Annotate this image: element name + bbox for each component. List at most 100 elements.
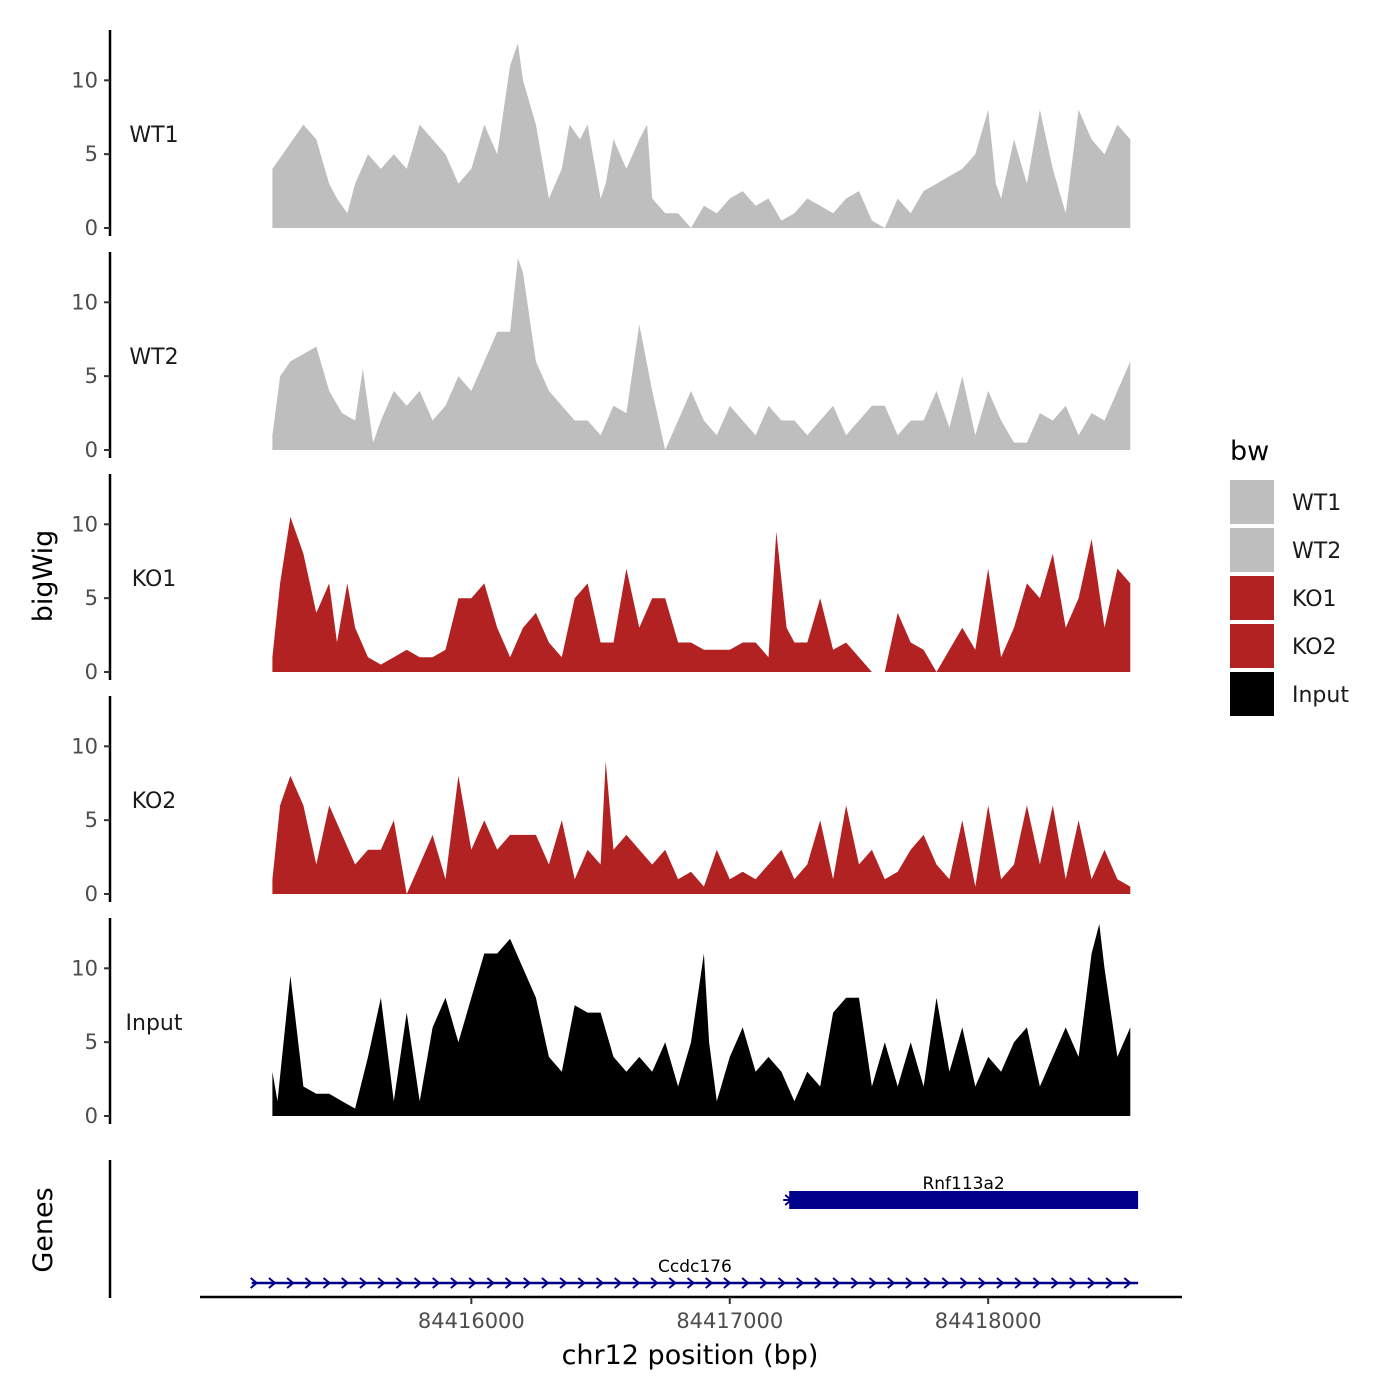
gene-strand-arrow [941,1277,950,1289]
gene-rnf113a2: Rnf113a2 [783,1174,1139,1209]
gene-strand-arrow [322,1277,332,1289]
gene-strand-arrow [814,1277,823,1289]
gene-strand-arrow [432,1277,441,1289]
track-label: KO1 [132,567,177,592]
gene-strand-arrow [577,1277,586,1289]
gene-strand-arrow [777,1277,787,1289]
gene-strand-arrow [632,1277,641,1289]
x-tick-label: 84418000 [935,1309,1042,1333]
gene-strand-arrow [359,1277,368,1289]
legend-title: bw [1230,436,1269,467]
gene-strand-arrow [996,1277,1005,1289]
y-tick-label: 10 [71,512,98,536]
gene-strand-arrow [705,1277,714,1289]
gene-strand-arrow [784,1194,793,1206]
y-tick-label: 5 [85,142,98,166]
gene-strand-arrow [304,1277,313,1289]
y-tick-label: 0 [85,216,98,240]
gene-strand-arrow [250,1277,259,1289]
gene-strand-arrow [559,1277,568,1289]
genes-layer: Rnf113a2 Ccdc176 [108,1160,1139,1298]
gene-strand-arrow [377,1277,386,1289]
gene-strand-arrow [614,1277,623,1289]
y-tick-label: 0 [85,882,98,906]
gene-strand-arrow [832,1277,841,1289]
x-tick-label: 84417000 [676,1309,783,1333]
legend-swatch [1230,528,1274,572]
track-ko1: 0 5 10 KO1 [71,474,1131,684]
track-area-wt2 [272,258,1131,450]
x-axis: 84416000 84417000 84418000 [200,1295,1182,1333]
track-label: WT1 [129,123,178,148]
y-tick-label: 0 [85,1104,98,1128]
y-tick-label: 10 [71,956,98,980]
track-label: Input [126,1011,183,1036]
gene-strand-arrow [868,1277,878,1289]
gene-strand-arrow [450,1277,459,1289]
y-tick-label: 5 [85,586,98,610]
gene-strand-arrow [723,1277,732,1289]
gene-strand-arrow [468,1277,477,1289]
gene-strand-arrow [523,1277,532,1289]
y-tick-label: 5 [85,364,98,388]
y-tick-label: 10 [71,68,98,92]
legend-label: KO2 [1292,635,1337,660]
gene-strand-arrow [541,1277,550,1289]
legend-label: WT1 [1292,491,1341,516]
gene-strand-arrow [759,1277,768,1289]
legend-label: KO1 [1292,587,1337,612]
y-tick-label: 10 [71,290,98,314]
legend-swatch [1230,480,1274,524]
y-tick-label: 10 [71,734,98,758]
gene-strand-arrow [395,1277,404,1289]
gene-strand-arrow [741,1277,750,1289]
gene-strand-arrow [905,1277,914,1289]
track-area-input [272,924,1131,1116]
gene-ccdc176: Ccdc176 [250,1257,1139,1289]
gene-strand-arrow [650,1277,659,1289]
gene-strand-arrow [686,1277,696,1289]
x-tick-label: 84416000 [418,1309,525,1333]
legend-swatch [1230,672,1274,716]
gene-strand-arrow [850,1277,859,1289]
tracks-layer: 0 5 10 WT1 0 5 10 WT2 0 5 10 KO1 0 5 10 KO2 0 5 10 Input [71,30,1131,1128]
track-area-wt1 [272,43,1131,229]
legend-swatch [1230,624,1274,668]
gene-strand-arrow [486,1277,495,1289]
track-wt2: 0 5 10 WT2 [71,252,1131,462]
y-axis-title: bigWig [28,530,59,623]
legend-item-wt2: WT2 [1230,528,1341,572]
gene-strand-arrow [978,1277,987,1289]
legend-item-ko1: KO1 [1230,576,1337,620]
gene-strand-arrow [1014,1277,1023,1289]
gene-strand-arrow [268,1277,277,1289]
track-ko2: 0 5 10 KO2 [71,696,1131,906]
gene-strand-arrow [959,1277,969,1289]
y-tick-label: 5 [85,808,98,832]
gene-strand-arrow [796,1277,805,1289]
legend-item-input: Input [1230,672,1349,716]
gene-strand-arrow [887,1277,896,1289]
track-wt1: 0 5 10 WT1 [71,30,1131,240]
gene-label: Rnf113a2 [922,1174,1004,1194]
gene-strand-arrow [504,1277,514,1289]
gene-exon [789,1191,1139,1209]
gene-strand-arrow [1050,1277,1060,1289]
gene-strand-arrow [595,1277,605,1289]
gene-strand-arrow [1105,1277,1114,1289]
gene-strand-arrow [923,1277,932,1289]
track-label: KO2 [132,789,177,814]
legend-swatch [1230,576,1274,620]
y-tick-label: 0 [85,660,98,684]
track-area-ko1 [272,516,1131,672]
gene-strand-arrow [1087,1277,1096,1289]
gene-strand-arrow [1069,1277,1078,1289]
x-axis-title: chr12 position (bp) [562,1340,819,1371]
gene-strand-arrow [286,1277,295,1289]
gene-label: Ccdc176 [658,1257,732,1277]
gene-strand-arrow [668,1277,677,1289]
genes-axis-title: Genes [28,1187,59,1272]
legend-label: WT2 [1292,539,1341,564]
track-input: 0 5 10 Input [71,918,1131,1128]
